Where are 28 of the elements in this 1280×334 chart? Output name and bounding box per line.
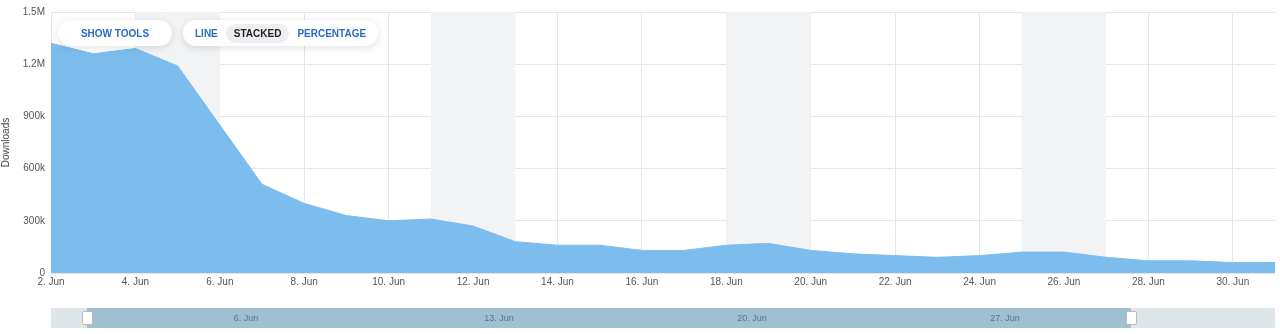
y-tick-label: 600k	[23, 162, 46, 174]
y-tick-label: 0	[39, 266, 46, 278]
x-tick-label: 10. Jun	[372, 275, 406, 287]
x-tick-label: 28. Jun	[1131, 275, 1165, 287]
annotation: LINE	[194, 26, 219, 41]
tools-button: SHOW TOOLS	[58, 20, 172, 46]
y-tick-label: 300k	[23, 214, 46, 226]
x-tick-label: 16. Jun	[625, 275, 659, 287]
y-tick-label: 1.5M	[22, 5, 45, 17]
x-tick-label: 4. Jun	[121, 275, 150, 287]
x-tick-label: 14. Jun	[541, 275, 574, 287]
x-tick-label: 22. Jun	[878, 275, 912, 287]
x-tick-label: 26. Jun	[1047, 275, 1081, 287]
annotation: SHOW TOOLS	[79, 26, 151, 41]
x-tick-label: 2. Jun	[37, 275, 65, 287]
y-tick-label: 1.2M	[22, 57, 45, 69]
x-tick-label: 18. Jun	[709, 275, 743, 287]
x-tick-label: 30. Jun	[1216, 275, 1250, 287]
x-tick-label: 12. Jun	[456, 275, 490, 287]
annotation: STACKED	[225, 23, 290, 43]
range-slider: 6. Jun 13. Jun 20. Jun 27. Jun	[51, 308, 1275, 328]
x-tick-label: 8. Jun	[290, 275, 318, 287]
x-tick-label: 20. Jun	[794, 275, 828, 287]
x-tick-label: 24. Jun	[963, 275, 996, 287]
x-tick-label: 6. Jun	[206, 275, 234, 287]
y-tick-label: 900k	[23, 110, 46, 122]
y-axis-title: Downloads	[0, 117, 11, 168]
annotation: PERCENTAGE	[296, 26, 368, 41]
